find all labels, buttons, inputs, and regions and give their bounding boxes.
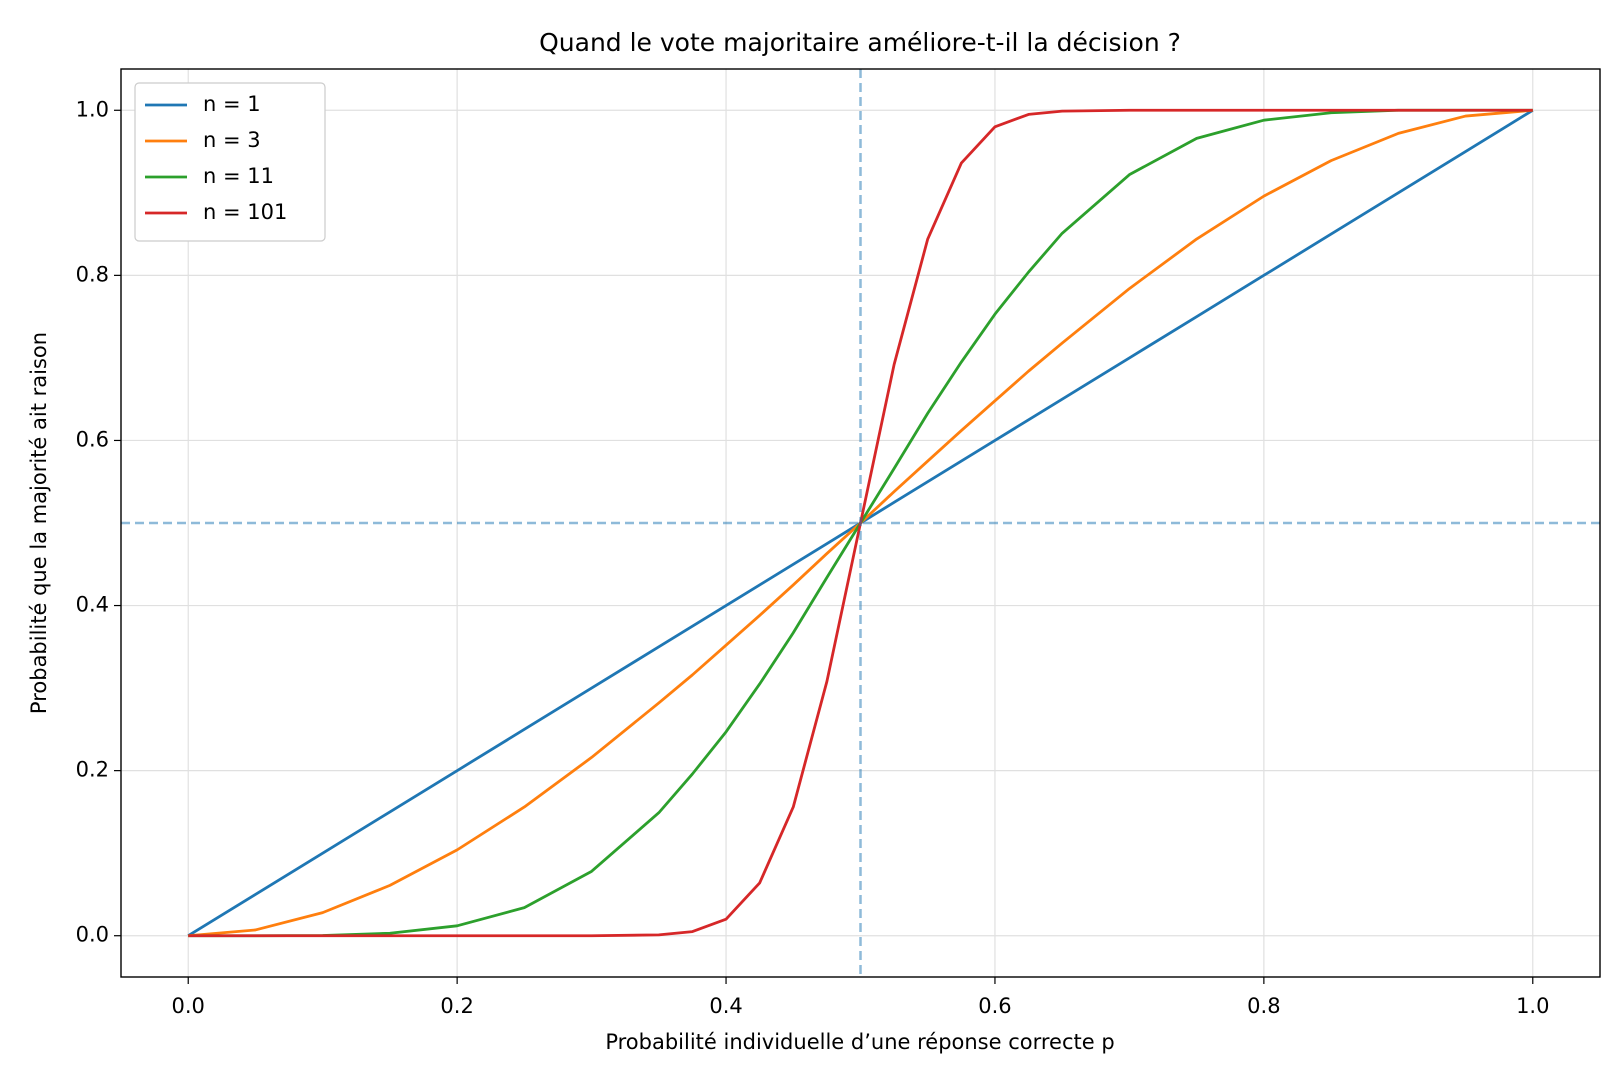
x-tick-label: 1.0 [1516,994,1549,1018]
y-tick-label: 0.8 [76,262,109,286]
legend-box [134,82,326,242]
legend-label: n = 1 [203,92,261,116]
chart-title: Quand le vote majoritaire améliore-t-il … [539,28,1181,57]
x-tick-label: 0.2 [440,994,473,1018]
y-tick-label: 0.0 [76,923,109,947]
y-axis-label: Probabilité que la majorité ait raison [27,332,51,714]
y-tick-label: 1.0 [76,97,109,121]
x-tick-label: 0.0 [172,994,205,1018]
legend: n = 1 n = 3 n = 11 n = 101 [134,82,326,242]
x-tick-label: 0.4 [709,994,742,1018]
y-tick-label: 0.2 [76,758,109,782]
legend-label: n = 3 [203,128,261,152]
legend-label: n = 101 [203,200,287,224]
legend-label: n = 11 [203,164,274,188]
y-tick-label: 0.4 [76,593,109,617]
x-tick-label: 0.6 [978,994,1011,1018]
y-tick-label: 0.6 [76,427,109,451]
plot-frame [120,68,1601,978]
x-tick-label: 0.8 [1247,994,1280,1018]
x-axis-label: Probabilité individuelle d’une réponse c… [605,1030,1114,1054]
